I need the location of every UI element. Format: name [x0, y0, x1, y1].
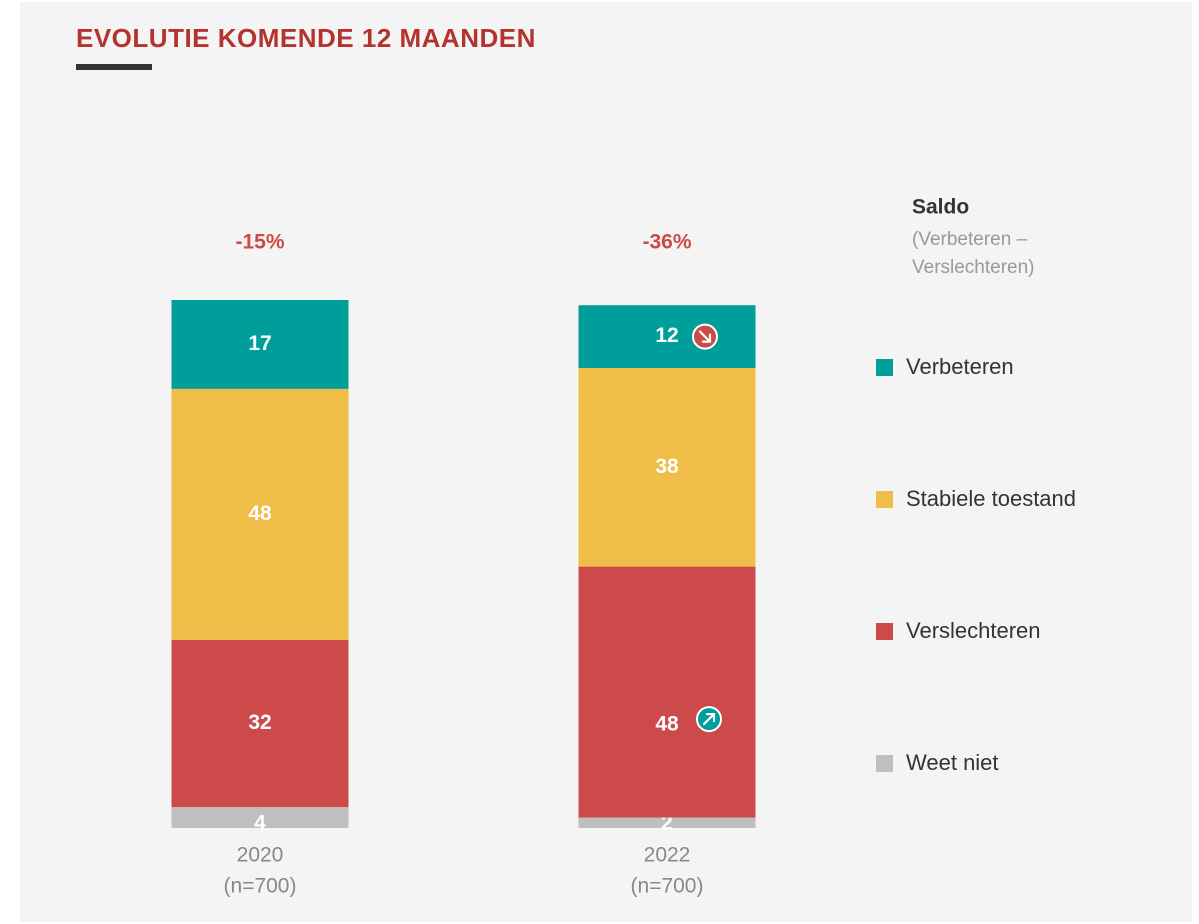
- legend-label: Verslechteren: [906, 618, 1041, 643]
- trend-arrow: [702, 712, 716, 726]
- data-label: 2: [661, 812, 673, 835]
- legend-label: Verbeteren: [906, 354, 1014, 379]
- bar-segment: [171, 807, 349, 828]
- data-label: 32: [248, 711, 271, 734]
- legend-swatch: [876, 359, 893, 376]
- bar-segment: [171, 300, 349, 389]
- data-label: 48: [655, 713, 679, 736]
- x-tick-label: 2022: [644, 844, 691, 867]
- legend-label: Weet niet: [906, 750, 999, 775]
- bar-segment: [578, 817, 756, 828]
- data-label: 48: [248, 502, 272, 525]
- x-tick-label: 2020: [237, 844, 284, 867]
- data-label: 12: [655, 324, 678, 347]
- trend-arrow: [698, 330, 712, 343]
- x-tick-note: (n=700): [631, 875, 704, 898]
- x-tick-note: (n=700): [224, 875, 297, 898]
- saldo-subtitle: (Verbeteren –: [912, 229, 1028, 250]
- bar-segment: [578, 367, 756, 567]
- bar-segment: [578, 305, 756, 368]
- legend-label: Stabiele toestand: [906, 486, 1076, 511]
- bar-segment: [171, 388, 349, 640]
- data-label: 4: [254, 812, 266, 835]
- chart-title: EVOLUTIE KOMENDE 12 MAANDEN: [76, 23, 536, 53]
- saldo-title: Saldo: [912, 196, 969, 219]
- legend-swatch: [876, 623, 893, 640]
- saldo-label: -36%: [642, 231, 691, 254]
- legend-swatch: [876, 491, 893, 508]
- title-underline: [76, 64, 152, 70]
- data-label: 17: [248, 332, 271, 355]
- bar-segment: [171, 639, 349, 808]
- saldo-subtitle: Verslechteren): [912, 257, 1035, 278]
- bar-segment: [578, 566, 756, 818]
- saldo-label: -15%: [235, 231, 284, 254]
- data-label: 38: [655, 455, 679, 478]
- legend-swatch: [876, 755, 893, 772]
